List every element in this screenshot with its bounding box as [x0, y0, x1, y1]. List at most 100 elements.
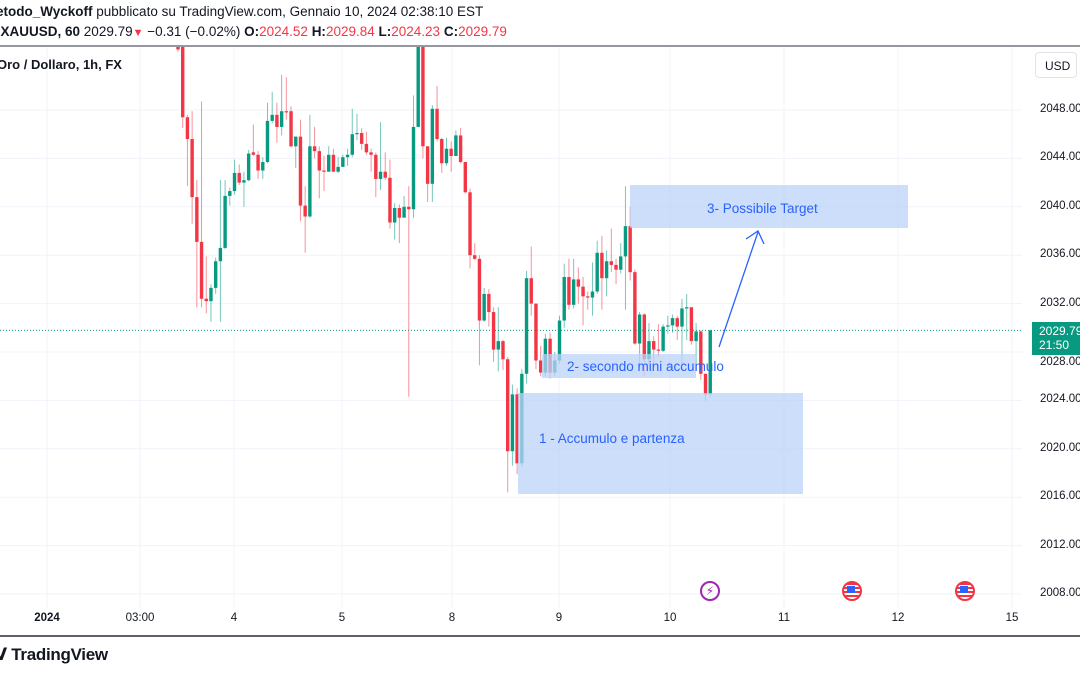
us-flag-icon[interactable]: [955, 581, 975, 601]
candle: [242, 171, 246, 207]
candle: [331, 148, 336, 172]
accumulation-box[interactable]: [518, 393, 803, 494]
candle: [425, 146, 430, 202]
candle-body: [336, 166, 340, 172]
badge-price: 2029.79: [1039, 324, 1080, 338]
candle: [675, 315, 679, 340]
candle: [303, 186, 307, 253]
price-tick-label: 2032.00: [1040, 296, 1080, 309]
divider: [0, 45, 1080, 47]
candle: [181, 47, 185, 129]
candle-body: [609, 261, 614, 265]
low-value: 2024.23: [391, 24, 441, 39]
candle: [378, 122, 383, 190]
us-flag-icon[interactable]: [842, 581, 862, 601]
candle-body: [232, 172, 237, 192]
candle-body: [680, 308, 684, 327]
candle-body: [176, 47, 180, 50]
candle-body: [567, 276, 571, 305]
close-value: 2029.79: [458, 24, 507, 39]
candle-body: [411, 126, 416, 210]
time-tick-label: 4: [230, 612, 238, 624]
candle: [614, 258, 618, 285]
badge-countdown: 21:50: [1039, 338, 1070, 352]
candle: [623, 186, 628, 310]
candle-body: [303, 205, 307, 217]
candle: [501, 339, 505, 371]
price-tick-label: 2040.00: [1040, 199, 1080, 212]
candle-body: [199, 241, 204, 299]
candle: [416, 47, 420, 127]
candle-body: [463, 162, 468, 193]
author-name[interactable]: etodo_Wyckoff: [0, 4, 93, 19]
candle: [327, 146, 331, 172]
candle-body: [689, 307, 694, 342]
candle-body: [392, 208, 397, 223]
mini-accumulation-box[interactable]: [542, 354, 696, 378]
price-tick-label: 2008.00: [1040, 587, 1080, 599]
price-tick-label: 2020.00: [1040, 441, 1080, 454]
candle-body: [473, 255, 477, 259]
candle-body: [383, 171, 387, 178]
candle: [463, 162, 468, 194]
candle-body: [458, 135, 463, 163]
candle: [256, 151, 260, 179]
open-value: 2024.52: [259, 24, 308, 39]
candle-body: [181, 47, 185, 118]
candle-body: [213, 261, 218, 288]
price-tick-label: 2044.00: [1040, 151, 1080, 164]
currency-button[interactable]: USD: [1035, 52, 1077, 78]
candle-body: [246, 153, 251, 181]
candle: [538, 345, 543, 377]
last-price: 2029.79: [83, 24, 133, 39]
lightning-icon[interactable]: ⚡: [700, 581, 720, 601]
candle-body: [355, 132, 359, 135]
candle-body: [619, 256, 623, 270]
candle-body: [317, 151, 321, 171]
candle-body: [652, 341, 656, 350]
candle: [435, 85, 439, 142]
candle-body: [378, 171, 383, 179]
candle: [430, 105, 435, 202]
candle-body: [468, 192, 472, 256]
candle-body: [261, 162, 265, 171]
candle-body: [647, 341, 651, 360]
candle-body: [538, 360, 543, 373]
candle-body: [407, 206, 411, 210]
open-label: O:: [244, 24, 260, 39]
candle: [336, 157, 340, 173]
candle: [633, 269, 637, 345]
candle-body: [308, 146, 312, 217]
price-tick-label: 2028.00: [1040, 356, 1080, 368]
target-box[interactable]: [630, 185, 908, 228]
down-triangle-icon: ▼: [132, 27, 144, 39]
candle: [294, 136, 298, 169]
candle-body: [496, 341, 500, 350]
price-tick-label: 2048.00: [1040, 103, 1080, 115]
candle: [270, 91, 274, 124]
grid: [0, 47, 1022, 608]
candle: [595, 240, 599, 294]
candle: [694, 322, 698, 365]
mini-accumulation-label: 2- secondo mini accumulo: [567, 359, 724, 374]
candle-body: [270, 114, 274, 121]
candle-body: [656, 349, 661, 351]
candle-body: [661, 326, 665, 351]
candle: [468, 188, 472, 269]
candle: [491, 307, 496, 362]
candle: [411, 95, 416, 218]
candle: [444, 137, 449, 166]
candle-body: [397, 208, 402, 218]
candle: [383, 152, 387, 181]
candle-body: [642, 314, 646, 360]
candle: [185, 114, 190, 187]
candle: [699, 330, 703, 380]
tradingview-logo[interactable]: 𝗩 TradingView: [0, 645, 108, 665]
accumulation-label: 1 - Accumulo e partenza: [539, 431, 685, 446]
candle-body: [430, 108, 435, 184]
candle-body: [237, 172, 241, 183]
candle-body: [331, 154, 336, 172]
candle: [374, 152, 378, 198]
candle-body: [590, 291, 595, 298]
